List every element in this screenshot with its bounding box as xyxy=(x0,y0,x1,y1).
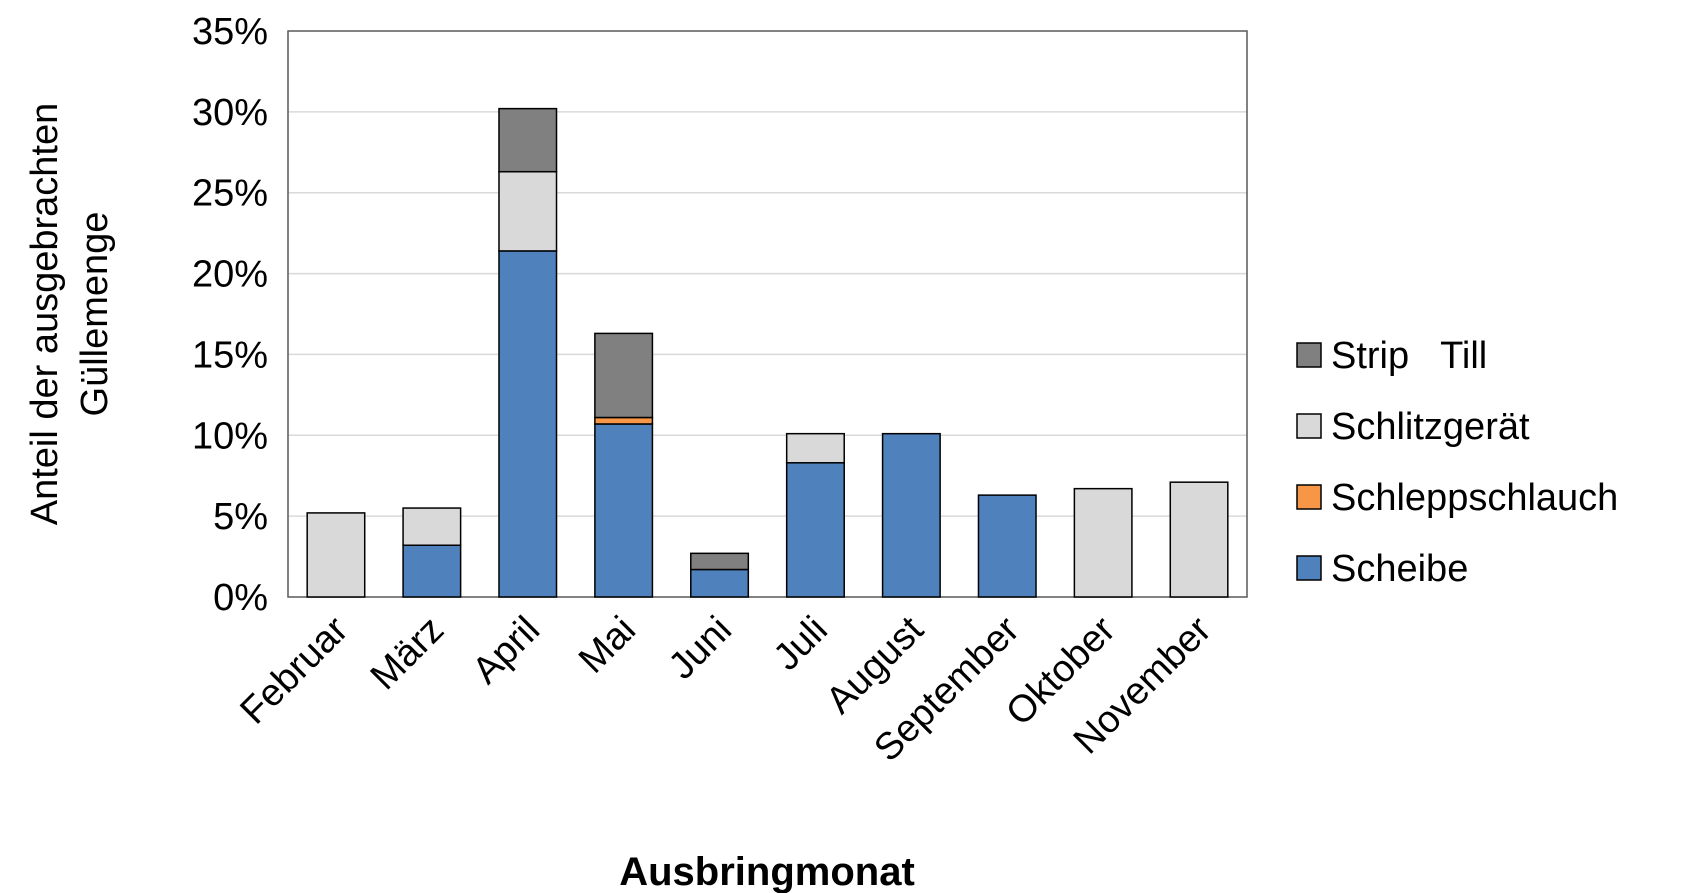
legend-swatch xyxy=(1296,555,1322,581)
bar-segment xyxy=(690,552,750,571)
x-tick-label: Juni xyxy=(661,609,740,688)
plot-area-frame xyxy=(287,30,1248,598)
y-tick-label: 10% xyxy=(192,415,268,457)
bar-segment xyxy=(785,432,845,464)
y-tick-label: 0% xyxy=(213,577,268,619)
legend-swatch xyxy=(1296,413,1322,439)
bar-segment xyxy=(785,462,845,598)
legend-swatch xyxy=(1296,484,1322,510)
y-tick-label: 5% xyxy=(213,496,268,538)
y-axis-ticks: 0% 5% 10% 15% 20% 25% 30% 35% xyxy=(192,11,268,619)
y-tick-label: 30% xyxy=(192,92,268,134)
legend-label: Scheibe xyxy=(1331,548,1468,590)
bar-segment xyxy=(306,512,366,598)
x-tick-label: Februar xyxy=(233,608,357,732)
x-tick-label: Mai xyxy=(571,609,644,682)
x-tick-label: April xyxy=(465,609,548,692)
bars xyxy=(306,107,1229,598)
y-axis-title-line-1: Anteil der ausgebrachten xyxy=(24,103,66,526)
bar-segment xyxy=(498,107,558,173)
bar-segment xyxy=(690,568,750,598)
legend-label: Schleppschlauch xyxy=(1331,477,1618,519)
bar-segment xyxy=(594,416,654,425)
y-tick-label: 35% xyxy=(192,11,268,53)
y-tick-label: 25% xyxy=(192,173,268,215)
gridlines xyxy=(288,111,1247,517)
legend-label: Schlitzgerät xyxy=(1331,406,1530,448)
bar-segment xyxy=(402,507,462,547)
legend-label: Strip Till xyxy=(1331,335,1487,377)
bar-segment xyxy=(594,423,654,598)
y-axis-title: Anteil der ausgebrachten Güllemenge xyxy=(24,103,116,526)
bar-segment xyxy=(881,432,941,598)
bar-segment xyxy=(1073,487,1133,598)
y-axis-title-line-2: Güllemenge xyxy=(74,212,116,417)
y-tick-label: 20% xyxy=(192,254,268,296)
y-tick-label: 15% xyxy=(192,334,268,376)
bar-segment xyxy=(977,494,1037,598)
x-axis-title: Ausbringmonat xyxy=(619,850,915,893)
bar-segment xyxy=(402,544,462,598)
x-tick-label: Juli xyxy=(766,609,836,679)
bar-segment xyxy=(498,170,558,252)
legend-swatch xyxy=(1296,342,1322,368)
x-axis-ticks: Februar März April Mai Juni JuliAugustSeptemb… xyxy=(233,608,1220,769)
bar-segment xyxy=(594,332,654,419)
x-tick-label: März xyxy=(363,609,452,698)
legend: Strip Till Schlitzgerät Schleppschlauch Sch… xyxy=(1296,335,1618,590)
bar-segment xyxy=(1169,481,1229,598)
bar-segment xyxy=(498,250,558,598)
